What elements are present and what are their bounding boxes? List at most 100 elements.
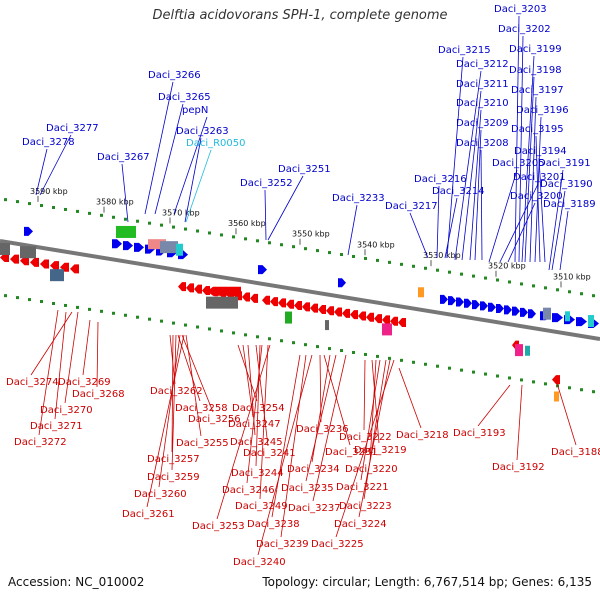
- gene-label-top[interactable]: Daci_3194: [514, 146, 567, 157]
- gene-label-bottom[interactable]: Daci_3231: [325, 447, 378, 458]
- gene-arrow-minus[interactable]: [202, 285, 210, 295]
- gene-arrow-minus[interactable]: [250, 293, 258, 303]
- gene-label-bottom[interactable]: Daci_3235: [281, 483, 334, 494]
- gene-label-bottom[interactable]: Daci_3268: [72, 389, 125, 400]
- gene-label-bottom[interactable]: Daci_3270: [40, 405, 93, 416]
- gene-arrow-minus[interactable]: [398, 318, 406, 328]
- gene-label-top[interactable]: Daci_3191: [538, 158, 591, 169]
- gene-arrow-plus[interactable]: [552, 313, 563, 323]
- gene-label-bottom[interactable]: Daci_3238: [247, 519, 300, 530]
- gene-arrow-minus[interactable]: [207, 286, 241, 296]
- gene-label-bottom[interactable]: Daci_3237: [288, 503, 341, 514]
- gene-label-bottom[interactable]: Daci_3219: [354, 445, 407, 456]
- gene-label-top[interactable]: Daci_R0050: [186, 138, 246, 149]
- gene-label-bottom[interactable]: Daci_3224: [334, 519, 387, 530]
- gene-label-bottom[interactable]: Daci_3262: [150, 386, 203, 397]
- gene-label-top[interactable]: Daci_3215: [438, 45, 491, 56]
- gene-arrow-plus[interactable]: [504, 305, 512, 315]
- gene-label-bottom[interactable]: Daci_3249: [235, 501, 288, 512]
- gene-label-top[interactable]: Daci_3252: [240, 178, 293, 189]
- gene-arrow-minus[interactable]: [278, 298, 286, 308]
- gene-label-top[interactable]: Daci_3190: [540, 179, 593, 190]
- gene-arrow-plus[interactable]: [440, 294, 448, 304]
- gene-arrow-plus[interactable]: [576, 317, 587, 327]
- gene-arrow-minus[interactable]: [30, 257, 39, 267]
- gene-arrow-plus[interactable]: [464, 298, 472, 308]
- gene-arrow-minus[interactable]: [70, 264, 79, 274]
- gene-arrow-minus[interactable]: [194, 284, 202, 294]
- gene-label-top[interactable]: Daci_3199: [509, 44, 562, 55]
- gene-label-top[interactable]: Daci_3277: [46, 123, 99, 134]
- gene-arrow-plus[interactable]: [338, 278, 346, 288]
- gene-label-top[interactable]: Daci_3195: [511, 124, 564, 135]
- gene-arrow-plus[interactable]: [123, 241, 133, 251]
- gene-arrow-minus[interactable]: [366, 312, 374, 322]
- gene-label-bottom[interactable]: Daci_3244: [231, 468, 284, 479]
- gene-label-top[interactable]: Daci_3197: [511, 85, 564, 96]
- gene-label-top[interactable]: Daci_3196: [516, 105, 569, 116]
- gene-label-bottom[interactable]: Daci_3188: [551, 447, 600, 458]
- gene-arrow-minus[interactable]: [326, 306, 334, 316]
- gene-arrow-plus[interactable]: [472, 300, 480, 310]
- gene-arrow-minus[interactable]: [20, 256, 29, 266]
- gene-label-bottom[interactable]: Daci_3240: [233, 557, 286, 568]
- gene-label-top[interactable]: Daci_3233: [332, 193, 385, 204]
- gene-arrow-minus[interactable]: [270, 297, 278, 307]
- gene-label-bottom[interactable]: Daci_3225: [311, 539, 364, 550]
- gene-label-top[interactable]: Daci_3217: [385, 201, 438, 212]
- gene-arrow-minus[interactable]: [50, 261, 59, 271]
- gene-label-bottom[interactable]: Daci_3271: [30, 421, 83, 432]
- gene-arrow-minus[interactable]: [334, 307, 342, 317]
- gene-label-bottom[interactable]: Daci_3258: [175, 403, 228, 414]
- gene-label-bottom[interactable]: Daci_3236: [296, 424, 349, 435]
- gene-label-top[interactable]: Daci_3278: [22, 137, 75, 148]
- gene-label-top[interactable]: Daci_3203: [494, 4, 547, 15]
- gene-arrow-plus[interactable]: [24, 226, 33, 236]
- gene-label-bottom[interactable]: Daci_3222: [339, 432, 392, 443]
- gene-label-bottom[interactable]: Daci_3274: [6, 377, 59, 388]
- gene-label-top[interactable]: pepN: [182, 105, 208, 116]
- gene-label-bottom[interactable]: Daci_3272: [14, 437, 67, 448]
- gene-label-bottom[interactable]: Daci_3256: [188, 414, 241, 425]
- gene-label-bottom[interactable]: Daci_3239: [256, 539, 309, 550]
- gene-label-bottom[interactable]: Daci_3241: [243, 448, 296, 459]
- gene-arrow-plus[interactable]: [528, 309, 536, 319]
- gene-label-bottom[interactable]: Daci_3269: [58, 377, 111, 388]
- gene-label-top[interactable]: Daci_3208: [456, 138, 509, 149]
- gene-label-bottom[interactable]: Daci_3259: [147, 472, 200, 483]
- gene-label-bottom[interactable]: Daci_3253: [192, 521, 245, 532]
- gene-label-bottom[interactable]: Daci_3260: [134, 489, 187, 500]
- gene-label-top[interactable]: Daci_3251: [278, 164, 331, 175]
- gene-arrow-plus[interactable]: [456, 297, 464, 307]
- gene-arrow-minus[interactable]: [262, 295, 270, 305]
- gene-label-top[interactable]: Daci_3267: [97, 152, 150, 163]
- gene-arrow-minus[interactable]: [286, 299, 294, 309]
- gene-label-bottom[interactable]: Daci_3223: [339, 501, 392, 512]
- gene-arrow-minus[interactable]: [10, 254, 19, 264]
- gene-label-top[interactable]: Daci_3266: [148, 70, 201, 81]
- gene-arrow-plus[interactable]: [488, 302, 496, 312]
- gene-label-top[interactable]: Daci_3201: [513, 172, 566, 183]
- gene-label-bottom[interactable]: Daci_3221: [336, 482, 389, 493]
- gene-label-top[interactable]: Daci_3209: [456, 118, 509, 129]
- gene-label-bottom[interactable]: Daci_3245: [230, 437, 283, 448]
- gene-label-top[interactable]: Daci_3263: [176, 126, 229, 137]
- gene-arrow-minus[interactable]: [382, 315, 390, 325]
- gene-label-bottom[interactable]: Daci_3193: [453, 428, 506, 439]
- gene-arrow-plus[interactable]: [480, 301, 488, 311]
- gene-arrow-plus[interactable]: [448, 296, 456, 306]
- gene-arrow-minus[interactable]: [318, 304, 326, 314]
- gene-label-bottom[interactable]: Daci_3246: [222, 485, 275, 496]
- gene-arrow-plus[interactable]: [134, 242, 144, 252]
- gene-arrow-minus[interactable]: [342, 308, 350, 318]
- gene-label-bottom[interactable]: Daci_3257: [147, 454, 200, 465]
- gene-label-top[interactable]: Daci_3265: [158, 92, 211, 103]
- gene-arrow-plus[interactable]: [520, 307, 528, 317]
- gene-arrow-minus[interactable]: [310, 303, 318, 313]
- gene-arrow-plus[interactable]: [258, 265, 267, 275]
- gene-label-top[interactable]: Daci_3211: [456, 79, 509, 90]
- gene-arrow-minus[interactable]: [302, 302, 310, 312]
- gene-label-top[interactable]: Daci_3210: [456, 98, 509, 109]
- gene-arrow-plus[interactable]: [512, 306, 520, 316]
